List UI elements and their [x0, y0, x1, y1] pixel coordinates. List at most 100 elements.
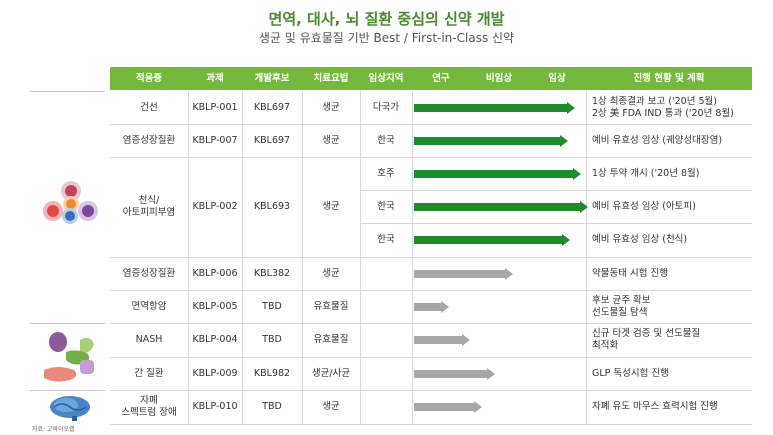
- cell-status: 1상 투약 개시 ('20년 8월): [592, 167, 700, 179]
- cell-indication: 천식/ 아토피피부염: [122, 195, 176, 218]
- cell-indication: 건선: [140, 101, 158, 113]
- cell-indication: 면역항암: [131, 300, 167, 312]
- col-project: 과제: [206, 73, 224, 84]
- row-divider: [360, 223, 752, 224]
- progress-arrow: [562, 234, 570, 246]
- cell-project: KBLP-006: [192, 267, 238, 279]
- cell-status: 후보 균주 확보 선도물질 탐색: [592, 294, 651, 318]
- cell-region: [360, 390, 412, 424]
- col-status: 진행 현황 및 계획: [633, 73, 705, 84]
- col-region: 임상지역: [368, 73, 404, 84]
- cell-candidate: TBD: [262, 401, 282, 412]
- progress-arrow: [505, 268, 513, 280]
- col-indication: 적응증: [135, 73, 163, 84]
- row-divider: [110, 290, 752, 291]
- organs-icon: [44, 332, 94, 382]
- cell-region: 호주: [377, 167, 395, 179]
- col-candidate: 개발후보: [254, 73, 290, 84]
- cell-status: 약물동태 시험 진행: [592, 267, 668, 279]
- cell-status: GLP 독성시험 진행: [592, 367, 669, 379]
- col-research: 연구: [432, 73, 450, 84]
- cell-therapy: 생균/사균: [311, 367, 351, 379]
- cell-project: KBLP-002: [192, 201, 238, 212]
- cell-candidate: KBL982: [253, 367, 291, 379]
- cell-status: 자폐 유도 마우스 효력시험 진행: [592, 401, 718, 412]
- table-header: 적응증 과제 개발후보 치료요법 임상지역 연구 비임상 임상 진행 현황 및 …: [110, 67, 752, 90]
- group-divider: [30, 91, 105, 92]
- cell-therapy: 생균: [322, 101, 340, 113]
- progress-bar: [414, 403, 474, 411]
- cell-project: KBLP-010: [192, 401, 238, 412]
- cell-status: 예비 유효성 임상 (아토피): [592, 200, 696, 212]
- cell-indication: 염증성장질환: [122, 267, 176, 279]
- cell-region: 한국: [377, 134, 395, 146]
- progress-arrow: [560, 135, 568, 147]
- row-divider: [110, 323, 752, 324]
- cell-region: [360, 357, 412, 390]
- progress-arrow: [441, 301, 449, 313]
- col-clinical: 임상: [548, 73, 566, 84]
- progress-arrow: [474, 401, 482, 413]
- cell-candidate: TBD: [262, 300, 282, 312]
- cell-therapy: 생균: [322, 201, 340, 212]
- cell-project: KBLP-001: [192, 101, 238, 113]
- row-divider: [110, 390, 752, 391]
- page-title: 면역, 대사, 뇌 질환 중심의 신약 개발: [268, 10, 505, 28]
- source-note: 자료: 고바이오랩: [32, 426, 75, 433]
- progress-arrow: [567, 102, 575, 114]
- progress-bar: [414, 336, 462, 344]
- progress-bar: [414, 104, 567, 112]
- progress-bar: [414, 203, 580, 211]
- cell-region: [360, 323, 412, 357]
- progress-bar: [414, 137, 560, 145]
- cell-status: 1상 최종결과 보고 ('20년 5월) 2상 美 FDA IND 통과 ('2…: [592, 95, 734, 119]
- column-divider: [412, 91, 413, 424]
- cell-indication: 자폐 스펙트럼 장애: [121, 395, 177, 418]
- row-divider: [360, 190, 752, 191]
- cell-candidate: TBD: [262, 334, 282, 345]
- cell-project: KBLP-009: [192, 367, 238, 379]
- cell-candidate: KBL697: [253, 134, 291, 146]
- cell-indication: 간 질환: [134, 367, 164, 379]
- progress-bar: [414, 303, 441, 311]
- group-divider: [30, 390, 105, 391]
- progress-arrow: [573, 168, 581, 180]
- progress-bar: [414, 170, 573, 178]
- page-subtitle: 생균 및 유효물질 기반 Best / First-in-Class 신약: [258, 31, 515, 45]
- column-divider: [586, 91, 587, 424]
- cell-candidate: KBL382: [253, 267, 291, 279]
- column-divider: [242, 91, 243, 424]
- cell-region: [360, 290, 412, 323]
- progress-arrow: [462, 334, 470, 346]
- group-divider: [30, 323, 105, 324]
- cell-region: 한국: [377, 234, 395, 245]
- cell-project: KBLP-007: [192, 134, 238, 146]
- progress-bar: [414, 236, 562, 244]
- cell-candidate: KBL697: [253, 101, 291, 113]
- cell-status: 예비 유효성 임상 (궤양성대장염): [592, 134, 723, 146]
- column-divider: [188, 91, 189, 424]
- row-divider: [110, 257, 752, 258]
- cell-therapy: 유효물질: [313, 300, 349, 312]
- col-preclinical: 비임상: [485, 73, 513, 84]
- row-divider: [110, 357, 752, 358]
- col-therapy: 치료요법: [313, 73, 349, 84]
- cell-region: [360, 257, 412, 290]
- column-divider: [302, 91, 303, 424]
- cell-status: 예비 유효성 임상 (천식): [592, 234, 688, 245]
- immune-cells-icon: [43, 181, 98, 224]
- progress-bar: [414, 270, 505, 278]
- cell-status: 신규 타겟 검증 및 선도물질 최적화: [592, 328, 701, 351]
- row-divider: [110, 157, 752, 158]
- cell-therapy: 생균: [322, 134, 340, 146]
- progress-arrow: [487, 368, 495, 380]
- cell-candidate: KBL693: [253, 201, 291, 212]
- progress-bar: [414, 370, 487, 378]
- cell-indication: 염증성장질환: [122, 134, 176, 146]
- progress-arrow: [580, 201, 588, 213]
- cell-region: 한국: [377, 200, 395, 212]
- column-divider: [360, 91, 361, 424]
- cell-indication: NASH: [135, 334, 163, 345]
- cell-project: KBLP-005: [192, 300, 238, 312]
- row-divider: [110, 424, 752, 425]
